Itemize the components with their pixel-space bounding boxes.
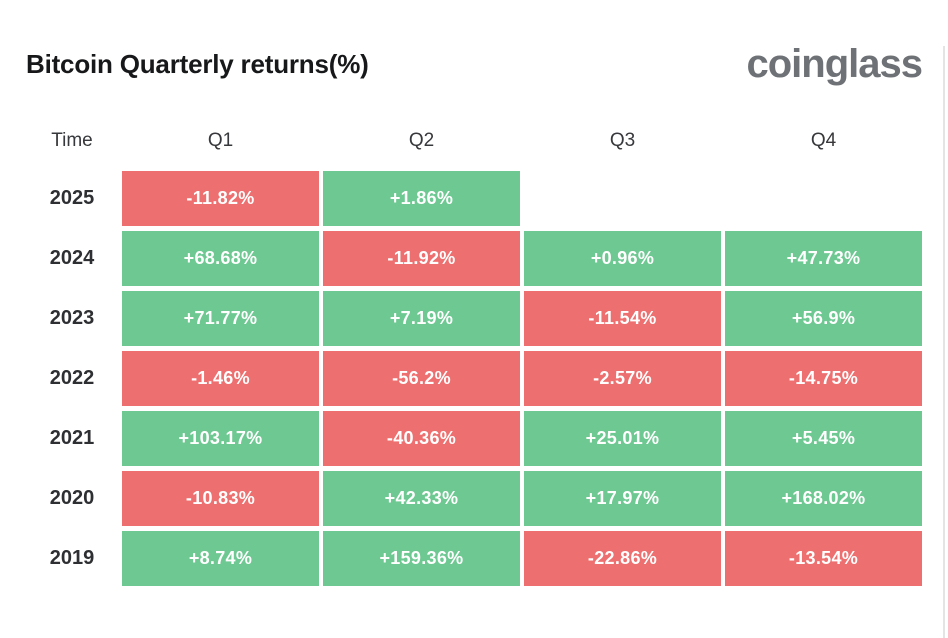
return-cell: +5.45%	[725, 411, 922, 466]
return-cell: +68.68%	[122, 231, 319, 286]
return-cell: -56.2%	[323, 351, 520, 406]
return-cell: +8.74%	[122, 531, 319, 586]
return-cell: -13.54%	[725, 531, 922, 586]
page-title: Bitcoin Quarterly returns(%)	[26, 48, 369, 79]
year-label: 2020	[49, 487, 95, 509]
year-label: 2024	[49, 247, 95, 269]
table-row: 2022 -1.46% -56.2% -2.57% -14.75%	[26, 351, 922, 406]
return-cell: -10.83%	[122, 471, 319, 526]
year-label: 2022	[49, 367, 95, 389]
return-cell: -2.57%	[524, 351, 721, 406]
return-cell: +56.9%	[725, 291, 922, 346]
return-cell: +159.36%	[323, 531, 520, 586]
return-cell: +0.96%	[524, 231, 721, 286]
column-header-q1: Q1	[207, 130, 234, 151]
quarterly-returns-widget: Bitcoin Quarterly returns(%) coinglass T…	[0, 38, 948, 586]
return-cell: -11.82%	[122, 171, 319, 226]
year-label: 2023	[49, 307, 95, 329]
return-cell: +7.19%	[323, 291, 520, 346]
column-header-time: Time	[51, 130, 93, 151]
returns-table-body: 2025 -11.82% +1.86% 2024 +68.68% -11.92% +0.96…	[26, 171, 922, 586]
return-cell: -22.86%	[524, 531, 721, 586]
return-cell: +168.02%	[725, 471, 922, 526]
year-label: 2019	[49, 547, 95, 569]
return-cell: -14.75%	[725, 351, 922, 406]
widget-header: Bitcoin Quarterly returns(%) coinglass	[26, 38, 923, 90]
column-header-q4: Q4	[810, 130, 837, 151]
table-row: 2021 +103.17% -40.36% +25.01% +5.45%	[26, 411, 922, 466]
return-cell: +71.77%	[122, 291, 319, 346]
year-label: 2025	[49, 187, 95, 209]
table-header-row: Time Q1 Q2 Q3 Q4	[26, 128, 922, 154]
table-row: 2020 -10.83% +42.33% +17.97% +168.02%	[26, 471, 922, 526]
return-cell: +17.97%	[524, 471, 721, 526]
coinglass-logo: coinglass	[746, 42, 923, 86]
return-cell: -11.92%	[323, 231, 520, 286]
table-row: 2025 -11.82% +1.86%	[26, 171, 922, 226]
year-label: 2021	[49, 427, 95, 449]
return-cell: +25.01%	[524, 411, 721, 466]
return-cell: +1.86%	[323, 171, 520, 226]
column-header-q3: Q3	[609, 130, 636, 151]
table-row: 2023 +71.77% +7.19% -11.54% +56.9%	[26, 291, 922, 346]
table-row: 2019 +8.74% +159.36% -22.86% -13.54%	[26, 531, 922, 586]
return-cell: +47.73%	[725, 231, 922, 286]
return-cell: +42.33%	[323, 471, 520, 526]
table-row: 2024 +68.68% -11.92% +0.96% +47.73%	[26, 231, 922, 286]
return-cell	[524, 171, 721, 226]
return-cell: -40.36%	[323, 411, 520, 466]
return-cell	[725, 171, 922, 226]
return-cell: +103.17%	[122, 411, 319, 466]
return-cell: -11.54%	[524, 291, 721, 346]
column-header-q2: Q2	[408, 130, 435, 151]
right-border-divider	[943, 46, 945, 638]
return-cell: -1.46%	[122, 351, 319, 406]
